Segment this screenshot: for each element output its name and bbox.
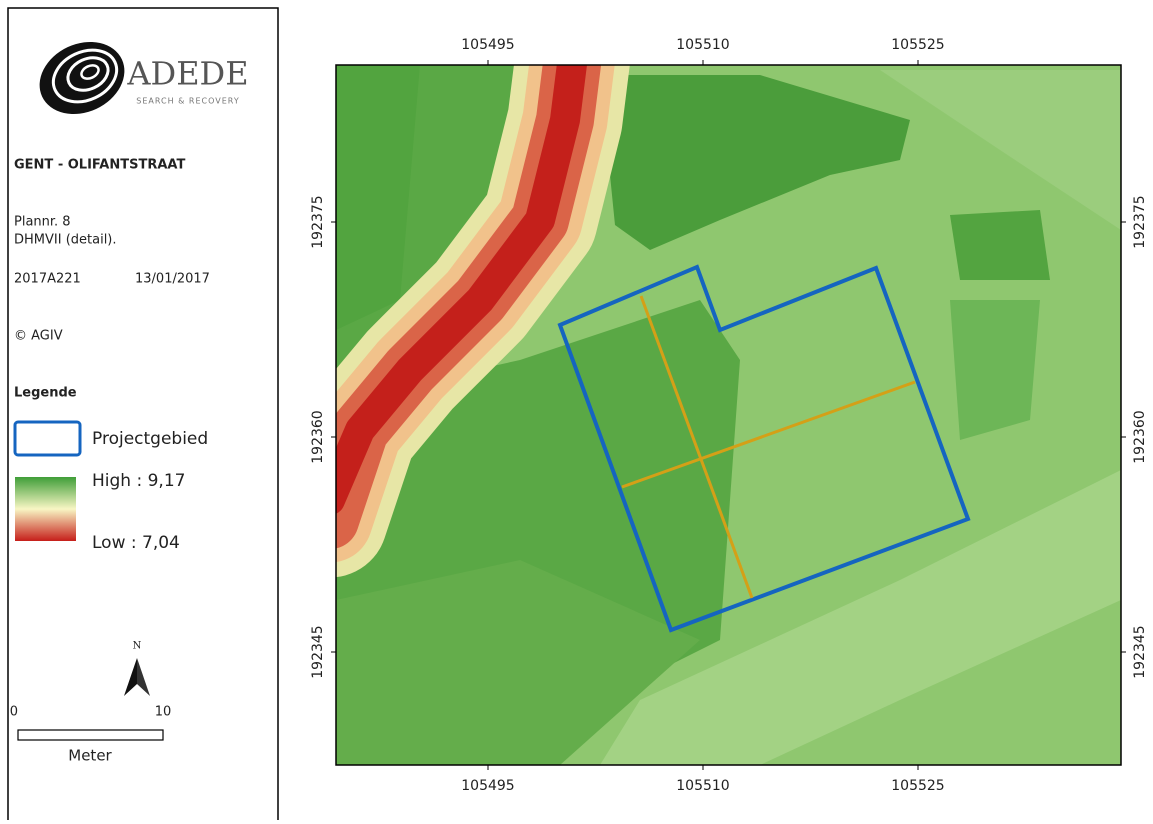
y-tick-label: 192375	[310, 195, 326, 248]
elevation-raster	[330, 40, 1121, 765]
y-tick-label: 192375	[1132, 195, 1148, 248]
legend-label: Projectgebied	[92, 429, 208, 449]
logo-name: ADEDE	[126, 55, 248, 93]
y-tick-label: 192360	[1132, 410, 1148, 463]
scale-tick-label: 0	[10, 705, 18, 720]
north-arrow: N	[124, 641, 150, 697]
x-tick-label: 105510	[676, 778, 729, 794]
scale-unit: Meter	[68, 747, 112, 765]
elevation-ramp	[15, 477, 76, 541]
scale-bar: Meter 0 10	[10, 705, 172, 765]
y-tick-label: 192360	[310, 410, 326, 463]
x-tick-label: 105525	[891, 37, 944, 53]
y-tick-label: 192345	[1132, 625, 1148, 678]
legend-swatch	[15, 422, 80, 455]
legend-title: Legende	[14, 386, 77, 401]
side-panel	[8, 8, 278, 820]
project-code: 2017A221	[14, 272, 81, 287]
map-title: GENT - OLIFANTSTRAAT	[14, 158, 185, 173]
logo: ADEDE SEARCH & RECOVERY	[28, 29, 249, 128]
layer-name: DHMVII (detail).	[14, 233, 117, 248]
logo-tagline: SEARCH & RECOVERY	[136, 97, 240, 106]
plan-number: Plannr. 8	[14, 215, 71, 230]
legend-high: High : 9,17	[92, 471, 185, 491]
copyright: © AGIV	[14, 329, 63, 344]
y-tick-label: 192345	[310, 625, 326, 678]
x-tick-label: 105495	[461, 37, 514, 53]
scale-tick-label: 10	[155, 705, 172, 720]
date: 13/01/2017	[135, 272, 210, 287]
x-tick-label: 105495	[461, 778, 514, 794]
map-layout: ADEDE SEARCH & RECOVERY GENT - OLIFANTST…	[0, 0, 1153, 820]
x-tick-label: 105510	[676, 37, 729, 53]
x-tick-label: 105525	[891, 778, 944, 794]
legend-low: Low : 7,04	[92, 533, 180, 553]
north-label: N	[133, 641, 142, 652]
